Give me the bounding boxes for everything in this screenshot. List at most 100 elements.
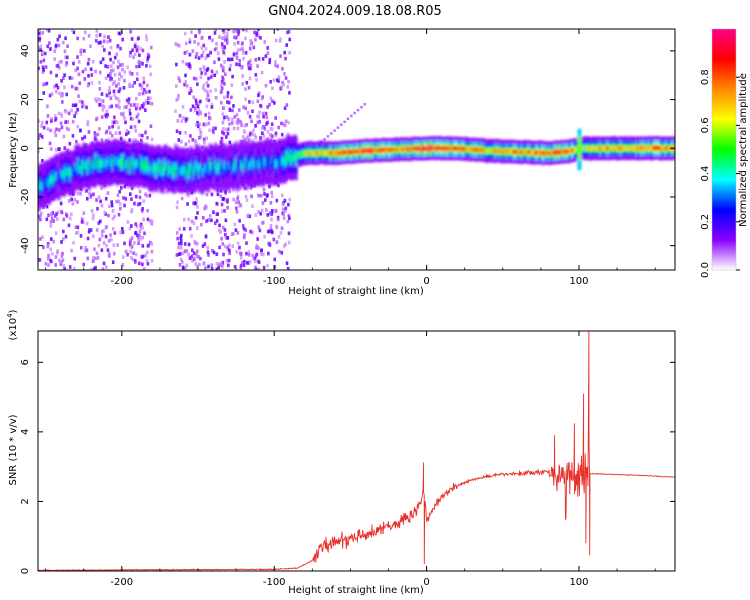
spectrogram-ridge-cell: [195, 160, 198, 170]
spectrogram-noise-cell: [82, 104, 86, 108]
spectrogram-ridge-cell: [417, 146, 420, 151]
spectrogram-noise-cell: [273, 257, 277, 262]
spectrogram-noise-cell: [179, 238, 183, 243]
spectrogram-noise-cell: [188, 39, 192, 44]
spectrogram-ridge-cell: [399, 146, 402, 152]
spectrogram-noise-cell: [220, 138, 224, 143]
spectrogram-noise-cell: [142, 80, 146, 85]
spectrogram-noise-cell: [206, 83, 210, 88]
x-tick-label: -200: [110, 577, 133, 588]
spectrogram-ridge-cell: [385, 147, 389, 153]
spectrogram-noise-cell: [175, 231, 179, 235]
spectrogram-noise-cell: [281, 202, 285, 207]
spectrogram-ridge-cell: [446, 146, 449, 151]
spectrogram-noise-cell: [197, 107, 201, 112]
spectrogram-noise-cell: [101, 57, 105, 61]
spectrogram-noise-cell: [236, 196, 239, 201]
spectrogram-noise-cell: [285, 43, 288, 47]
spectrogram-noise-cell: [95, 228, 99, 232]
spectrogram-ridge-cell: [414, 146, 417, 151]
spectrogram-ridge-cell: [197, 166, 201, 175]
spectrogram-noise-cell: [111, 216, 115, 221]
spectrogram-ridge-cell: [330, 150, 334, 156]
spectrogram-noise-cell: [89, 44, 92, 49]
spectrogram-noise-cell: [54, 263, 58, 267]
spectrogram-ridge-cell: [470, 147, 474, 152]
spectrogram-noise-cell: [184, 130, 187, 135]
spectrogram-noise-cell: [281, 207, 285, 212]
spectrogram-ridge-cell: [219, 164, 223, 173]
spectrogram-ridge-cell: [288, 154, 291, 163]
spectrogram-noise-cell: [191, 104, 195, 109]
spectrogram-noise-cell: [185, 263, 189, 268]
spectrogram-noise-cell: [91, 234, 95, 238]
spectrogram-noise-cell: [174, 84, 178, 88]
spectrogram-noise-cell: [114, 131, 118, 135]
spectrogram-ridge-cell: [532, 150, 535, 155]
spectrogram-noise-cell: [134, 42, 137, 47]
spectrogram-streak-cell: [360, 105, 363, 109]
spectrogram-ridge-cell: [101, 159, 105, 168]
spectrogram-noise-cell: [96, 256, 100, 260]
spectrogram-noise-cell: [260, 70, 264, 75]
spectrogram-noise-cell: [106, 113, 109, 117]
spectrogram-noise-cell: [240, 123, 243, 128]
spectrogram-noise-cell: [257, 91, 261, 96]
spectrogram-noise-cell: [275, 78, 279, 82]
spectrogram-noise-cell: [216, 212, 220, 216]
spectrogram-noise-cell: [243, 259, 246, 264]
spectrogram-noise-cell: [98, 237, 102, 242]
spectrogram-noise-cell: [266, 51, 270, 55]
spectrogram-ridge-cell: [51, 175, 54, 184]
spectrogram-noise-cell: [109, 64, 113, 68]
spectrogram-noise-cell: [240, 66, 243, 70]
spectrogram-noise-cell: [84, 248, 87, 253]
spectrogram-noise-cell: [140, 209, 144, 213]
spectrogram-noise-cell: [284, 76, 288, 80]
spectrogram-noise-cell: [235, 250, 239, 254]
spectrogram-noise-cell: [90, 73, 94, 77]
spectrogram-ridge-cell: [192, 167, 195, 176]
spectrogram-ridge-cell: [163, 162, 166, 171]
spectrogram-noise-cell: [217, 57, 221, 61]
spectrogram-ridge-cell: [621, 146, 625, 151]
spectrogram-noise-cell: [105, 109, 109, 114]
spectrogram-noise-cell: [131, 84, 135, 88]
spectrogram-noise-cell: [190, 30, 193, 34]
spectrogram-noise-cell: [190, 258, 194, 263]
spectrogram-noise-cell: [49, 224, 53, 228]
spectrogram-noise-cell: [116, 44, 120, 48]
colorbar-tick-label: 0.0: [700, 262, 711, 278]
spectrogram-noise-cell: [256, 64, 259, 68]
spectrogram-noise-cell: [226, 205, 229, 210]
spectrogram-noise-cell: [265, 194, 269, 198]
spectrogram-ridge-cell: [239, 158, 242, 167]
spectrogram-noise-cell: [259, 193, 263, 198]
spectrogram-noise-cell: [118, 202, 122, 206]
spectrogram-ridge-cell: [64, 167, 68, 176]
spectrogram-ridge-cell: [356, 149, 360, 154]
spectrogram-noise-cell: [241, 74, 245, 78]
spectrogram-noise-cell: [137, 261, 141, 266]
spectrogram-noise-cell: [224, 127, 228, 132]
spectrogram-noise-cell: [189, 134, 192, 138]
spectrogram-ridge-cell: [514, 149, 518, 154]
spectrogram-noise-cell: [246, 261, 249, 265]
spectrogram-noise-cell: [249, 229, 252, 234]
spectrogram-noise-cell: [94, 69, 97, 74]
spectrogram-noise-cell: [128, 240, 132, 245]
spectrogram-noise-cell: [95, 34, 98, 38]
spectrogram-noise-cell: [38, 119, 40, 123]
spectrogram-noise-cell: [133, 241, 136, 245]
spectrogram-noise-cell: [53, 49, 57, 53]
spectrogram-ridge-cell: [110, 158, 113, 168]
spectrogram-ridge-cell: [422, 146, 426, 151]
spectrogram-noise-cell: [235, 206, 238, 210]
spectrogram-noise-cell: [39, 60, 43, 64]
spectrogram-ridge-cell: [506, 149, 509, 154]
spectrogram-noise-cell: [87, 34, 91, 38]
spectrogram-noise-cell: [246, 111, 250, 115]
spectrogram-noise-cell: [109, 96, 113, 101]
spectrogram-noise-cell: [192, 76, 196, 81]
